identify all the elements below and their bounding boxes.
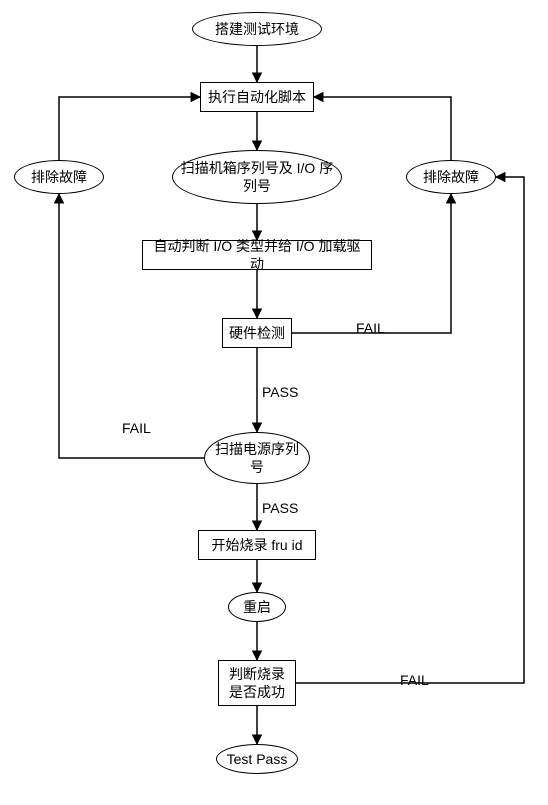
- node-exec-script: 执行自动化脚本: [200, 82, 314, 112]
- node-start-burn-label: 开始烧录 fru id: [211, 536, 302, 554]
- label-power-pass: PASS: [262, 500, 298, 516]
- node-auto-type: 自动判断 I/O 类型并给 I/O 加载驱动: [142, 240, 372, 270]
- label-hw-fail: FAIL: [356, 320, 385, 336]
- node-fix-left: 排除故障: [14, 160, 104, 194]
- node-test-pass-label: Test Pass: [227, 750, 288, 768]
- node-scan-power: 扫描电源序列号: [204, 432, 310, 484]
- edge-n_fix_right-to-n_exec: [314, 97, 451, 160]
- node-hw-check: 硬件检测: [222, 318, 292, 348]
- node-start-burn: 开始烧录 fru id: [198, 530, 316, 560]
- node-reboot-label: 重启: [243, 598, 271, 616]
- flowchart-canvas: 搭建测试环境 执行自动化脚本 扫描机箱序列号及 I/O 序列号 自动判断 I/O…: [0, 0, 548, 805]
- node-auto-type-label: 自动判断 I/O 类型并给 I/O 加载驱动: [149, 237, 365, 273]
- node-judge-burn-label: 判断烧录是否成功: [225, 665, 289, 701]
- node-exec-script-label: 执行自动化脚本: [208, 88, 306, 106]
- node-start-label: 搭建测试环境: [215, 20, 299, 38]
- node-test-pass: Test Pass: [216, 744, 298, 774]
- edge-n_fix_left-to-n_exec: [59, 97, 200, 160]
- label-power-fail: FAIL: [122, 420, 151, 436]
- node-scan-power-label: 扫描电源序列号: [211, 440, 303, 476]
- node-fix-right-label: 排除故障: [423, 168, 479, 186]
- node-scan-io-label: 扫描机箱序列号及 I/O 序列号: [179, 159, 335, 195]
- node-scan-io: 扫描机箱序列号及 I/O 序列号: [172, 150, 342, 204]
- node-judge-burn: 判断烧录是否成功: [218, 660, 296, 706]
- node-hw-check-label: 硬件检测: [229, 324, 285, 342]
- label-hw-pass: PASS: [262, 384, 298, 400]
- node-start: 搭建测试环境: [192, 12, 322, 46]
- node-fix-left-label: 排除故障: [31, 168, 87, 186]
- node-reboot: 重启: [228, 592, 286, 622]
- edge-n_scan_power-to-n_fix_left: [59, 194, 204, 458]
- node-fix-right: 排除故障: [406, 160, 496, 194]
- label-burn-fail: FAIL: [400, 672, 429, 688]
